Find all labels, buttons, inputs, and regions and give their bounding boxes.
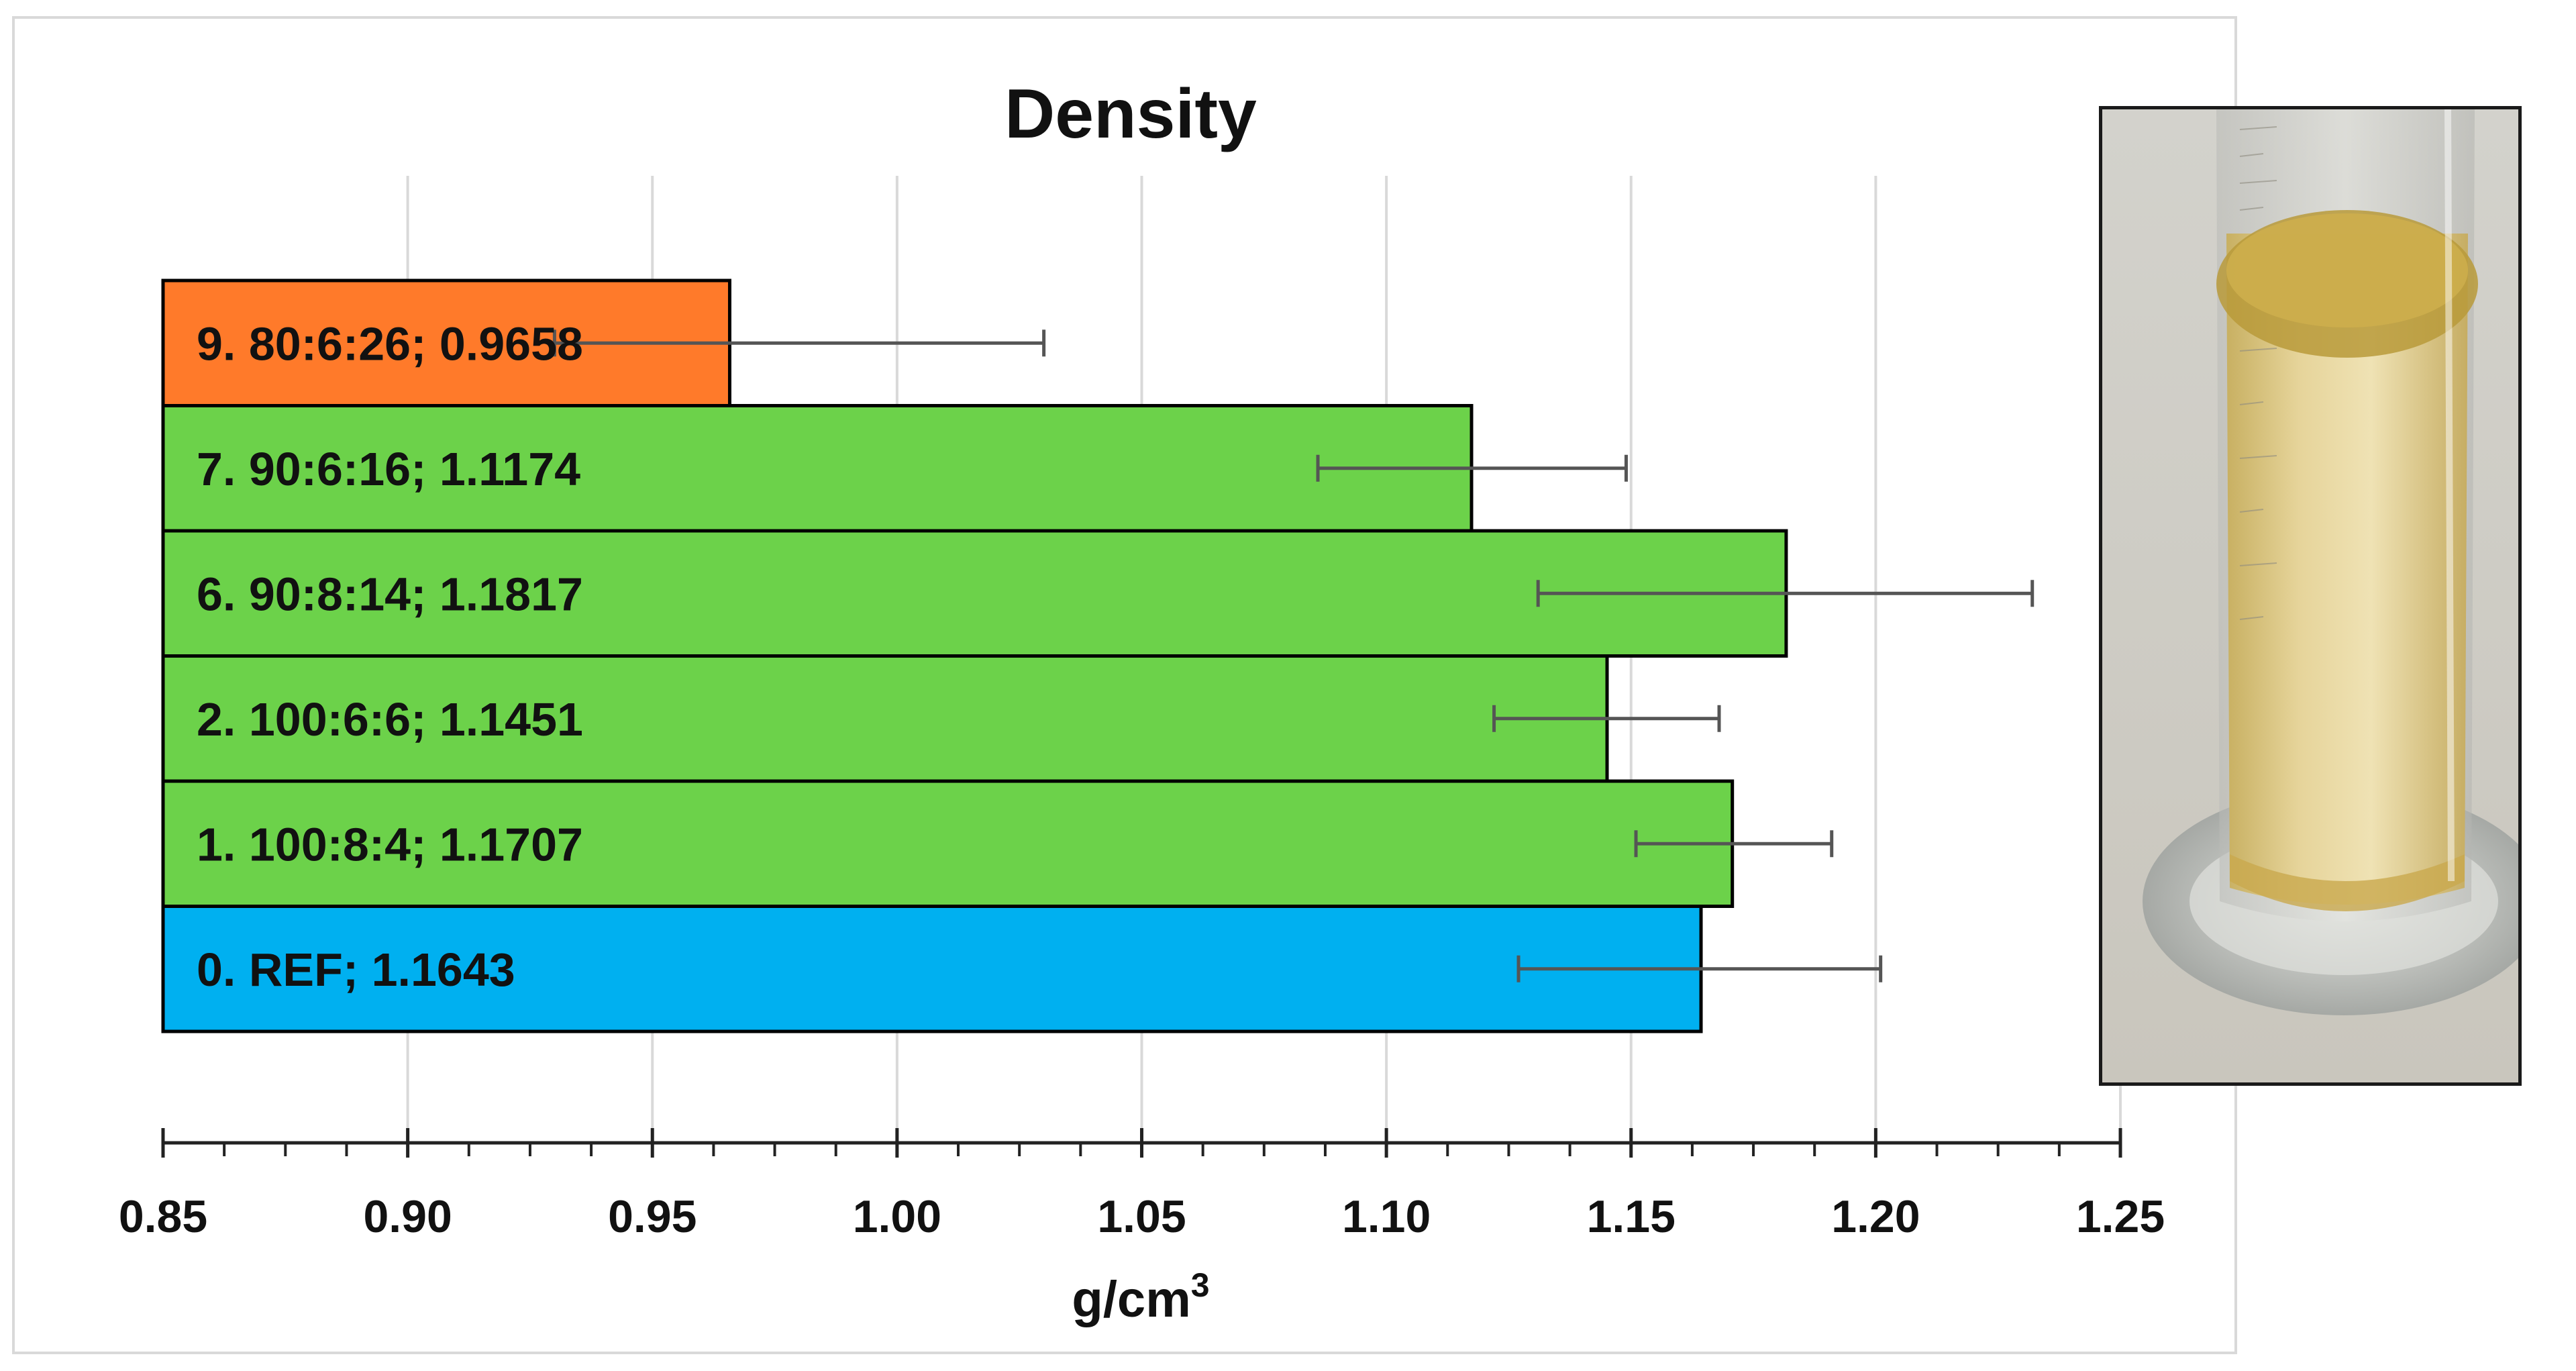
bar-label: 6. 90:8:14; 1.1817 (197, 568, 583, 620)
x-tick-label: 0.95 (608, 1191, 697, 1242)
x-tick-label: 1.00 (853, 1191, 941, 1242)
graduated-cylinder-photo (2099, 106, 2522, 1086)
bar-label: 1. 100:8:4; 1.1707 (197, 818, 583, 870)
chart-title: Density (1004, 75, 1257, 153)
bar (161, 779, 1735, 908)
x-tick-label: 0.85 (119, 1191, 207, 1242)
bar (161, 529, 1788, 658)
x-axis-label-superscript: 3 (1191, 1266, 1210, 1304)
x-tick-label: 1.25 (2076, 1191, 2165, 1242)
x-tick-label: 1.20 (1831, 1191, 1920, 1242)
bar (161, 905, 1703, 1033)
error-bars (552, 329, 2034, 982)
x-axis-label: g/cm3 (1072, 1266, 1209, 1328)
bar-labels: 9. 80:6:26; 0.9658 7. 90:6:16; 1.1174 6. 9… (197, 317, 583, 996)
x-tick-label: 1.05 (1097, 1191, 1186, 1242)
x-tick-label: 1.10 (1342, 1191, 1431, 1242)
bar (161, 654, 1609, 783)
bar-label: 0. REF; 1.1643 (197, 944, 515, 996)
bar-label: 9. 80:6:26; 0.9658 (197, 317, 583, 370)
x-tick-label: 0.90 (363, 1191, 452, 1242)
bars (161, 278, 1788, 1033)
x-axis-label-text: g/cm (1072, 1271, 1190, 1328)
x-tick-label: 1.15 (1587, 1191, 1676, 1242)
bar-label: 2. 100:6:6; 1.1451 (197, 693, 583, 746)
bar-label: 7. 90:6:16; 1.1174 (197, 443, 580, 495)
x-axis: 0.85 0.90 0.95 1.00 1.05 1.10 1.15 1.20 1.25 (119, 1128, 2165, 1242)
